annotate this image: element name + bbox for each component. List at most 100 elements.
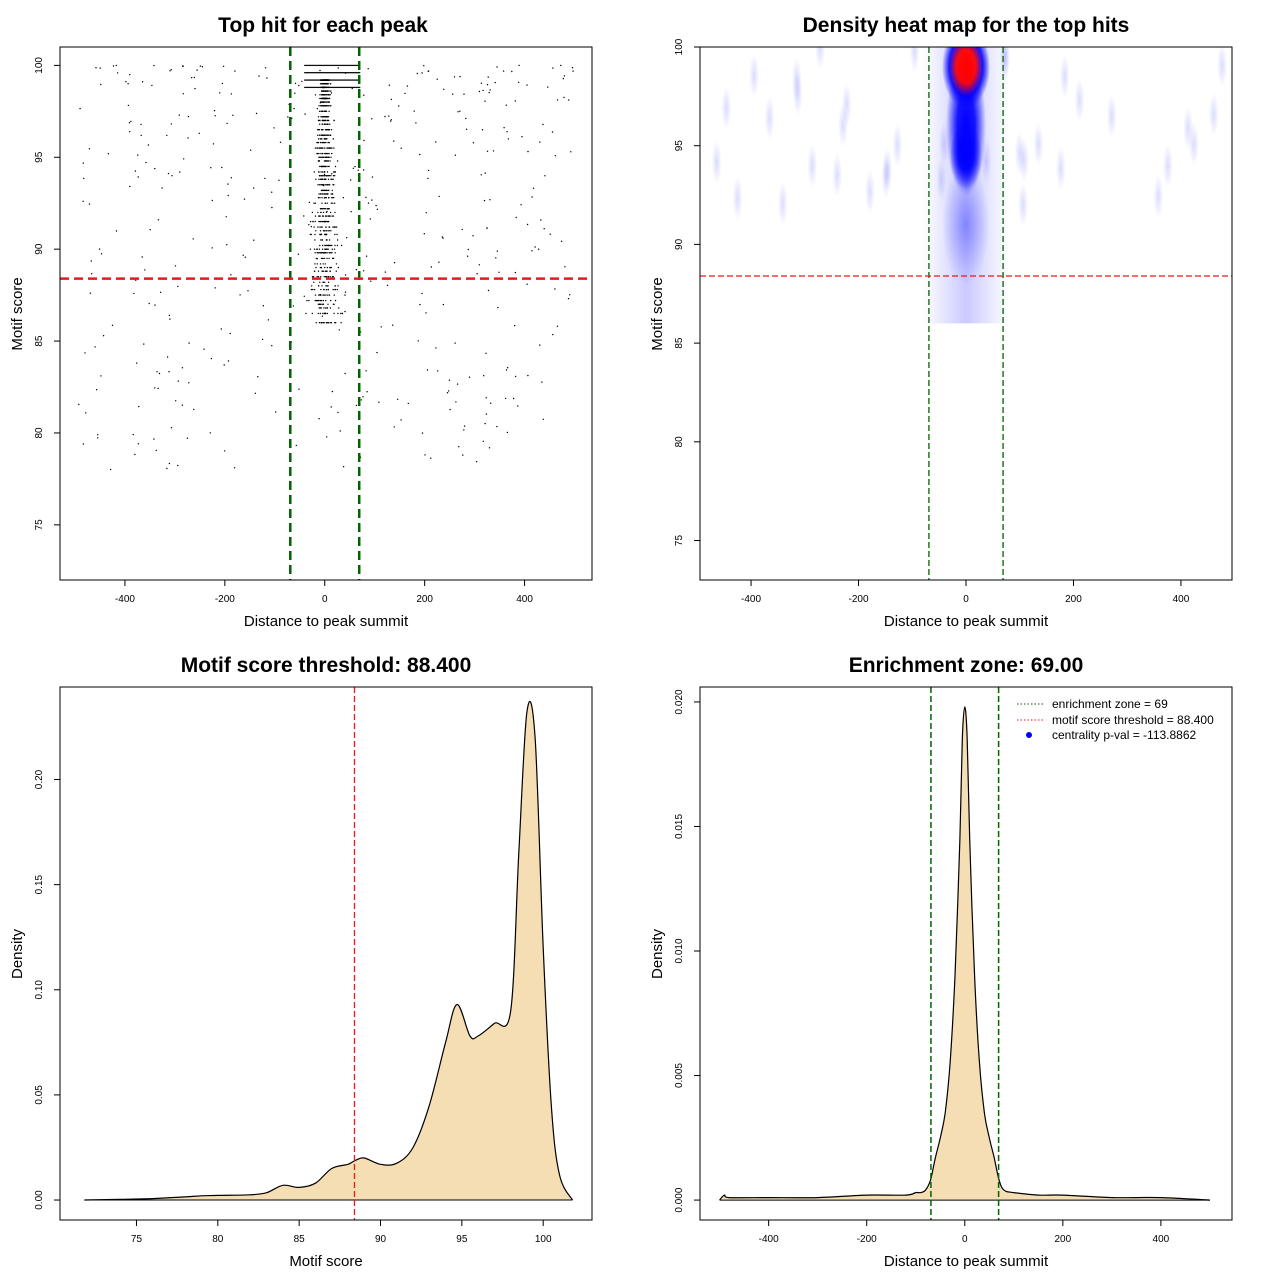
scatter-point: [347, 79, 349, 81]
scatter-point: [322, 129, 324, 131]
scatter-point: [337, 285, 339, 287]
scatter-point: [326, 208, 328, 210]
scatter-point: [191, 77, 193, 79]
scatter-point: [325, 134, 327, 136]
x-tick-label: 95: [456, 1234, 468, 1245]
heat-speckle: [1153, 174, 1164, 219]
scatter-point: [336, 79, 338, 81]
scatter-point: [327, 64, 329, 67]
scatter-point: [313, 248, 316, 250]
scatter-point: [337, 72, 339, 74]
scatter-point: [329, 276, 331, 278]
y-tick-label: 75: [34, 519, 45, 531]
scatter-point: [496, 66, 498, 68]
scatter-point: [330, 92, 333, 94]
scatter-point: [168, 462, 171, 465]
scatter-point: [324, 248, 326, 250]
scatter-point: [318, 322, 321, 324]
scatter-point: [319, 281, 321, 283]
scatter-point: [331, 189, 333, 192]
scatter-point: [367, 68, 369, 70]
scatter-point: [193, 408, 195, 411]
scatter-point: [214, 115, 216, 117]
scatter-point: [424, 454, 426, 456]
scatter-point: [167, 172, 170, 175]
scatter-point: [328, 110, 330, 113]
scatter-point: [400, 419, 402, 421]
scatter-point: [337, 266, 340, 269]
scatter-point: [328, 119, 330, 122]
scatter-point: [354, 64, 356, 67]
scatter-point: [323, 173, 326, 176]
scatter-point: [316, 72, 318, 74]
scatter-point: [355, 72, 357, 74]
scatter-point: [324, 230, 326, 232]
scatter-point: [320, 233, 322, 236]
scatter-point: [318, 178, 320, 180]
scatter-point: [362, 169, 365, 171]
scatter-point: [312, 86, 314, 89]
scatter-point: [221, 166, 223, 169]
scatter-point: [321, 152, 323, 155]
scatter-point: [321, 322, 323, 324]
scatter-point: [314, 263, 316, 265]
scatter-point: [305, 312, 307, 315]
scatter-point: [314, 299, 316, 302]
scatter-point: [330, 299, 332, 302]
scatter-point: [320, 116, 322, 118]
scatter-point: [324, 110, 326, 113]
scatter-point: [481, 129, 484, 131]
scatter-point: [334, 202, 336, 204]
scatter-point: [340, 322, 342, 324]
scatter-point: [336, 160, 339, 162]
scatter-point: [321, 116, 324, 118]
scatter-point: [132, 433, 134, 436]
scatter-point: [326, 270, 328, 272]
scatter-point: [307, 79, 309, 81]
scatter-point: [328, 64, 330, 67]
scatter-point: [344, 79, 346, 81]
scatter-point: [323, 252, 325, 254]
scatter-point: [329, 72, 331, 74]
scatter-point: [315, 72, 317, 74]
scatter-point: [322, 312, 324, 315]
scatter-point: [324, 202, 326, 204]
scatter-point: [327, 230, 329, 232]
scatter-point: [326, 72, 328, 74]
scatter-point: [316, 64, 318, 67]
scatter-point: [447, 390, 450, 392]
x-tick-label: 0: [962, 1234, 968, 1245]
scatter-point: [171, 175, 173, 177]
scatter-point: [137, 443, 140, 445]
scatter-point: [353, 79, 355, 81]
scatter-point: [314, 220, 316, 223]
scatter-point: [318, 171, 320, 173]
scatter-point: [314, 239, 316, 241]
scatter-point: [333, 197, 335, 199]
density-curve: [719, 706, 1210, 1201]
scatter-point: [321, 64, 323, 67]
scatter-point: [343, 79, 345, 81]
scatter-point: [319, 215, 321, 217]
scatter-point: [313, 79, 315, 81]
scatter-point: [326, 90, 329, 92]
scatter-point: [333, 64, 335, 67]
scatter-point: [233, 467, 236, 469]
scatter-point: [485, 397, 487, 399]
scatter-point: [327, 288, 329, 291]
scatter-point: [416, 72, 418, 75]
scatter-point: [505, 369, 508, 371]
scatter-point: [355, 86, 357, 89]
scatter-point: [295, 444, 297, 447]
scatter-point: [327, 119, 329, 122]
scatter-point: [386, 284, 389, 286]
scatter-point: [319, 165, 321, 168]
scatter-point: [312, 72, 314, 74]
scatter-point: [480, 174, 482, 176]
scatter-point: [322, 215, 324, 217]
scatter-point: [350, 79, 352, 81]
scatter-point: [318, 307, 320, 309]
scatter-point: [342, 466, 345, 468]
scatter-point: [258, 75, 260, 77]
scatter-point: [531, 196, 533, 198]
